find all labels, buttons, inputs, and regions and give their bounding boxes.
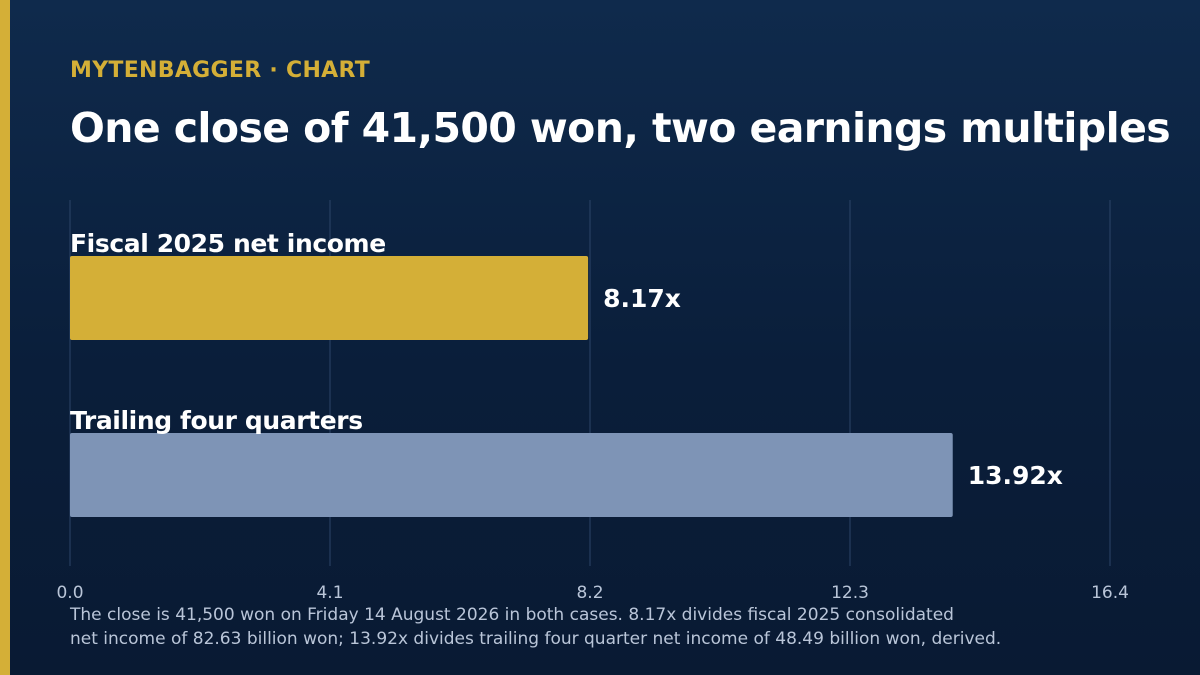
x-tick-label-4: 16.4 — [1091, 583, 1129, 603]
brand-kicker: MYTENBAGGER · CHART — [70, 58, 371, 83]
value-label-1: 13.92x — [968, 461, 1063, 490]
bar-0 — [70, 256, 589, 340]
value-label-0: 8.17x — [603, 284, 681, 313]
chart-title: One close of 41,500 won, two earnings mu… — [70, 104, 1171, 152]
category-label-1: Trailing four quarters — [70, 406, 363, 435]
accent-bar — [0, 0, 10, 675]
bar-1 — [70, 433, 953, 517]
footnote: The close is 41,500 won on Friday 14 Aug… — [70, 603, 1130, 651]
tick-layer: 0.0 4.1 8.2 12.3 16.4 — [56, 583, 1128, 603]
bar-layer — [70, 256, 953, 517]
footnote-line-1: The close is 41,500 won on Friday 14 Aug… — [70, 605, 954, 625]
x-tick-label-2: 8.2 — [576, 583, 603, 603]
label-layer: Fiscal 2025 net income 8.17x Trailing four… — [70, 229, 1063, 490]
x-tick-label-3: 12.3 — [831, 583, 869, 603]
footnote-line-2: net income of 82.63 billion won; 13.92x … — [70, 629, 1002, 649]
x-tick-label-0: 0.0 — [56, 583, 83, 603]
x-tick-label-1: 4.1 — [316, 583, 343, 603]
category-label-0: Fiscal 2025 net income — [70, 229, 386, 258]
